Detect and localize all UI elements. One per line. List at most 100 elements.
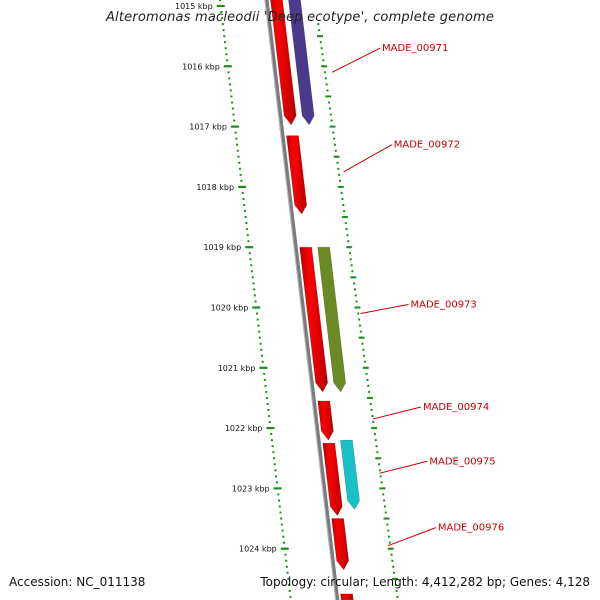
scale-dot: [280, 517, 283, 520]
scale-dot: [250, 264, 253, 267]
accession-label: Accession: NC_011138: [9, 575, 146, 589]
ring-dot: [372, 421, 375, 424]
scale-tick-label: 1021 kbp: [218, 364, 256, 373]
ring-dot: [348, 252, 351, 255]
scale-dot: [236, 149, 239, 152]
ring-dot: [371, 415, 374, 418]
scale-dot: [224, 47, 227, 50]
scale-dot: [252, 282, 255, 285]
ring-dot: [395, 589, 398, 592]
ring-dot: [392, 565, 395, 568]
scale-dot: [268, 415, 271, 418]
scale-dot: [238, 161, 241, 164]
scale-dot: [289, 595, 292, 598]
ring-dot: [333, 143, 336, 146]
backbone-line: [264, 0, 340, 600]
ring-dot: [338, 173, 341, 176]
scale-dot: [283, 541, 286, 544]
ring-dot: [330, 119, 333, 122]
scale-dot: [241, 191, 244, 194]
ring-dot: [391, 559, 394, 562]
scale-dot: [245, 222, 248, 225]
ring-dot: [322, 59, 325, 62]
scale-dot: [251, 276, 254, 279]
scale-tick-label: 1016 kbp: [182, 62, 220, 71]
scale-dot: [232, 113, 235, 116]
scale-dot: [243, 210, 246, 213]
ring-dot: [366, 378, 369, 381]
ring-dot: [343, 210, 346, 213]
scale-dot: [258, 330, 261, 333]
scale-dot: [282, 535, 285, 538]
ring-dot: [396, 595, 399, 598]
ring-dot: [384, 511, 387, 514]
scale-dot: [223, 35, 226, 38]
ring-dot: [328, 107, 331, 110]
scale-dot: [285, 559, 288, 562]
scale-dot: [287, 577, 290, 580]
scale-dot: [263, 378, 266, 381]
ring-dot: [369, 402, 372, 405]
gene-label: MADE_00972: [394, 140, 460, 151]
ring-dot: [353, 288, 356, 291]
scale-dot: [242, 197, 245, 200]
ring-dot: [358, 324, 361, 327]
scale-dot: [238, 167, 241, 170]
cds-arrow: [317, 400, 334, 441]
ring-dot: [378, 469, 381, 472]
scale-dot: [239, 173, 242, 176]
ring-dot: [350, 264, 353, 267]
ring-dot: [373, 433, 376, 436]
scale-tick-label: 1019 kbp: [203, 243, 241, 252]
scale-dot: [273, 457, 276, 460]
scale-dot: [253, 288, 256, 291]
scale-tick-label: 1018 kbp: [196, 183, 234, 192]
scale-dot: [260, 348, 263, 351]
scale-dot: [243, 203, 246, 206]
scale-dot: [277, 493, 280, 496]
scale-dot: [257, 324, 260, 327]
ring-dot: [387, 529, 390, 532]
ring-dot: [353, 282, 356, 285]
ring-dot: [320, 47, 323, 50]
scale-dot: [221, 23, 224, 26]
scale-dot: [246, 228, 249, 231]
ring-dot: [347, 240, 350, 243]
scale-dot: [230, 95, 233, 98]
scale-dot: [272, 451, 275, 454]
scale-dot: [278, 499, 281, 502]
scale-dot: [231, 107, 234, 110]
scale-dot: [221, 17, 224, 20]
annotation-feature: [317, 246, 346, 393]
scale-dot: [247, 240, 250, 243]
scale-dot: [251, 270, 254, 273]
gene-leader-line: [343, 144, 393, 173]
ring-dot: [358, 318, 361, 321]
scale-dot: [275, 481, 278, 484]
scale-dot: [228, 77, 231, 80]
ring-dot: [370, 409, 373, 412]
scale-dot: [273, 463, 276, 466]
ring-dot: [362, 348, 365, 351]
gene-label: MADE_00974: [423, 402, 489, 413]
gene-leader-line: [372, 406, 422, 420]
scale-dot: [258, 336, 261, 339]
gene-leader-line: [379, 460, 428, 474]
ring-dot: [383, 499, 386, 502]
scale-dot: [261, 360, 264, 363]
ring-dot: [380, 481, 383, 484]
ring-dot: [354, 294, 357, 297]
ring-dot: [326, 89, 329, 92]
scale-dot: [284, 553, 287, 556]
scale-dot: [248, 252, 251, 255]
gene-label: MADE_00976: [438, 523, 504, 534]
ring-dot: [340, 191, 343, 194]
scale-dot: [253, 294, 256, 297]
scale-tick-label: 1017 kbp: [189, 123, 227, 132]
scale-dot: [288, 589, 291, 592]
ring-dot: [355, 300, 358, 303]
scale-dot: [260, 354, 263, 357]
scale-dot: [267, 409, 270, 412]
ring-dot: [319, 41, 322, 44]
scale-dot: [275, 475, 278, 478]
